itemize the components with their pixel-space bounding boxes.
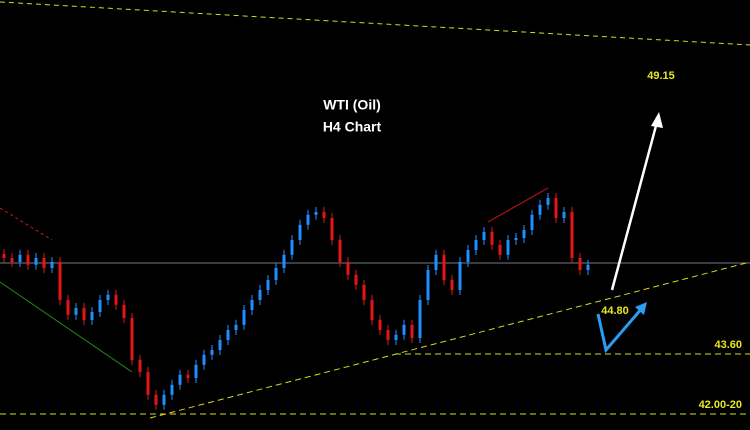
candle-body xyxy=(26,254,30,265)
candle-body xyxy=(146,372,150,395)
candle-body xyxy=(538,204,542,215)
candle-body xyxy=(50,262,54,268)
candle-body xyxy=(122,304,126,318)
level-label: 43.60 xyxy=(714,339,742,351)
candle-body xyxy=(490,232,494,245)
chart-subtitle: H4 Chart xyxy=(323,119,382,135)
candle-body xyxy=(154,394,158,405)
green-trendline xyxy=(0,281,133,373)
candle-body xyxy=(290,240,294,255)
level-label: 42.00-20 xyxy=(699,399,742,411)
candle-body xyxy=(458,262,462,290)
candle-body xyxy=(2,254,6,258)
candle-body xyxy=(242,310,246,325)
candle-body xyxy=(442,254,446,280)
arrow-head xyxy=(651,112,663,128)
candle-body xyxy=(530,214,534,230)
candle-body xyxy=(346,262,350,275)
candle-body xyxy=(106,294,110,300)
candle-body xyxy=(426,270,430,300)
candle-body xyxy=(570,212,574,258)
candle-body xyxy=(466,250,470,262)
support-trendline xyxy=(149,261,750,419)
candle-body xyxy=(362,284,366,300)
candle-body xyxy=(522,230,526,238)
candle-body xyxy=(34,258,38,265)
candle-body xyxy=(162,394,166,405)
candle-body xyxy=(410,324,414,338)
candle-body xyxy=(130,318,134,360)
blue-v-arrow xyxy=(596,306,645,354)
candle-body xyxy=(226,330,230,340)
candle-body xyxy=(514,238,518,240)
red-trendline xyxy=(0,207,53,241)
candle-body xyxy=(354,274,358,285)
candle-body xyxy=(554,198,558,218)
candle-body xyxy=(210,350,214,355)
candle-body xyxy=(402,324,406,335)
candle-body xyxy=(258,290,262,300)
arrow-up xyxy=(610,121,659,291)
candle-body xyxy=(202,354,206,365)
candle-body xyxy=(250,300,254,310)
annotation: 44.80 xyxy=(601,305,629,317)
candle-body xyxy=(98,300,102,312)
candle-body xyxy=(474,240,478,250)
candle-body xyxy=(10,258,14,262)
candle-body xyxy=(186,374,190,378)
candle-body xyxy=(506,240,510,255)
candle-body xyxy=(322,212,326,218)
annotation: 49.15 xyxy=(647,70,675,82)
candle-body xyxy=(450,280,454,290)
candle-body xyxy=(378,320,382,330)
candle-body xyxy=(42,258,46,268)
candle-body xyxy=(386,330,390,340)
candle-body xyxy=(266,280,270,290)
candle-body xyxy=(18,254,22,262)
candle-body xyxy=(218,340,222,350)
candle-body xyxy=(194,364,198,378)
candle-body xyxy=(234,324,238,330)
candle-body xyxy=(298,224,302,240)
candle-body xyxy=(74,308,78,315)
candle-body xyxy=(370,300,374,320)
candle-body xyxy=(394,334,398,340)
candle-body xyxy=(138,360,142,372)
candle-body xyxy=(418,300,422,338)
candle-body xyxy=(58,262,62,300)
candle-body xyxy=(178,374,182,385)
candle-body xyxy=(306,214,310,225)
candle-body xyxy=(114,294,118,305)
candle-body xyxy=(90,312,94,320)
candle-body xyxy=(586,264,590,270)
candle-body xyxy=(82,308,86,320)
candle-body xyxy=(338,240,342,262)
candle-body xyxy=(498,244,502,255)
levels: 43.60 42.00-20 xyxy=(0,339,750,415)
candles xyxy=(2,193,590,410)
candle-body xyxy=(562,212,566,218)
candle-body xyxy=(482,232,486,240)
candle-body xyxy=(170,384,174,395)
candle-body xyxy=(330,218,334,240)
candle-body xyxy=(282,254,286,268)
candle-body xyxy=(546,198,550,205)
candle-body xyxy=(578,258,582,270)
candle-body xyxy=(66,300,70,315)
candle-body xyxy=(274,268,278,280)
candle-body xyxy=(314,212,318,215)
red-channel-line xyxy=(487,187,549,223)
candle-body xyxy=(434,254,438,270)
blue-arrow-head xyxy=(635,302,647,315)
chart-title: WTI (Oil) xyxy=(323,97,381,113)
